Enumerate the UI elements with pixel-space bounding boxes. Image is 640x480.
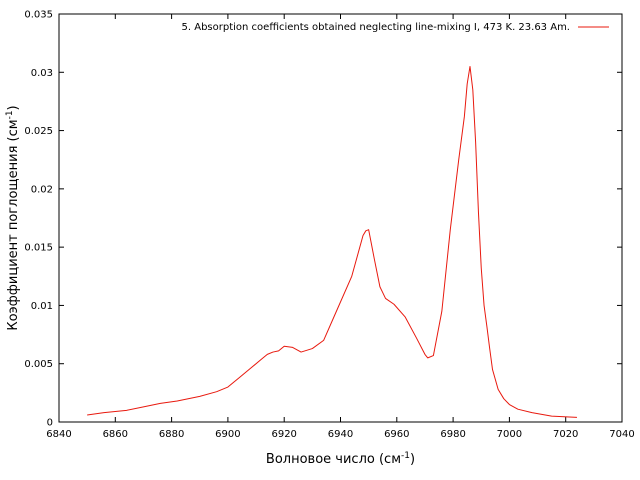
x-tick-label: 7020 <box>553 429 578 440</box>
y-tick-label: 0 <box>47 418 53 429</box>
x-axis-label-sup: -1 <box>401 451 410 461</box>
ticks-layer: 6840 6860 6880 6900 6920 6940 6960 6980 7000 7020… <box>24 10 634 441</box>
plot-frame <box>58 13 623 423</box>
legend-label: 5. Absorption coefficients obtained negl… <box>182 22 570 33</box>
x-tick-label: 6960 <box>384 429 409 440</box>
x-tick-label: 6860 <box>103 429 128 440</box>
y-tick-label: 0.02 <box>31 184 53 195</box>
x-tick-label: 6940 <box>328 429 353 440</box>
x-tick-label: 7040 <box>609 429 634 440</box>
x-tick-label: 6900 <box>215 429 240 440</box>
y-tick-label: 0.025 <box>24 126 53 137</box>
y-axis-label-main: Коэффициент поглощения (см <box>6 119 21 330</box>
x-tick-label: 7000 <box>497 429 522 440</box>
y-axis-label: Коэффициент поглощения (см-1) <box>5 105 21 330</box>
y-axis-label-end: ) <box>6 105 21 110</box>
y-tick-label: 0.035 <box>24 10 53 21</box>
y-tick-label: 0.01 <box>31 301 53 312</box>
x-axis-label-main: Волновое число (см <box>266 452 401 467</box>
x-axis-label-end: ) <box>410 452 415 467</box>
x-tick-label: 6840 <box>46 429 71 440</box>
series-layer <box>87 65 577 418</box>
x-axis-label: Волновое число (см-1) <box>266 451 415 467</box>
y-axis-label-sup: -1 <box>5 110 15 119</box>
y-tick-label: 0.03 <box>31 68 53 79</box>
series-line <box>87 65 577 418</box>
x-tick-label: 6880 <box>159 429 184 440</box>
legend: 5. Absorption coefficients obtained negl… <box>182 22 609 33</box>
x-tick-label: 6920 <box>271 429 296 440</box>
y-tick-label: 0.005 <box>24 359 53 370</box>
y-tick-label: 0.015 <box>24 243 53 254</box>
x-tick-label: 6980 <box>440 429 465 440</box>
